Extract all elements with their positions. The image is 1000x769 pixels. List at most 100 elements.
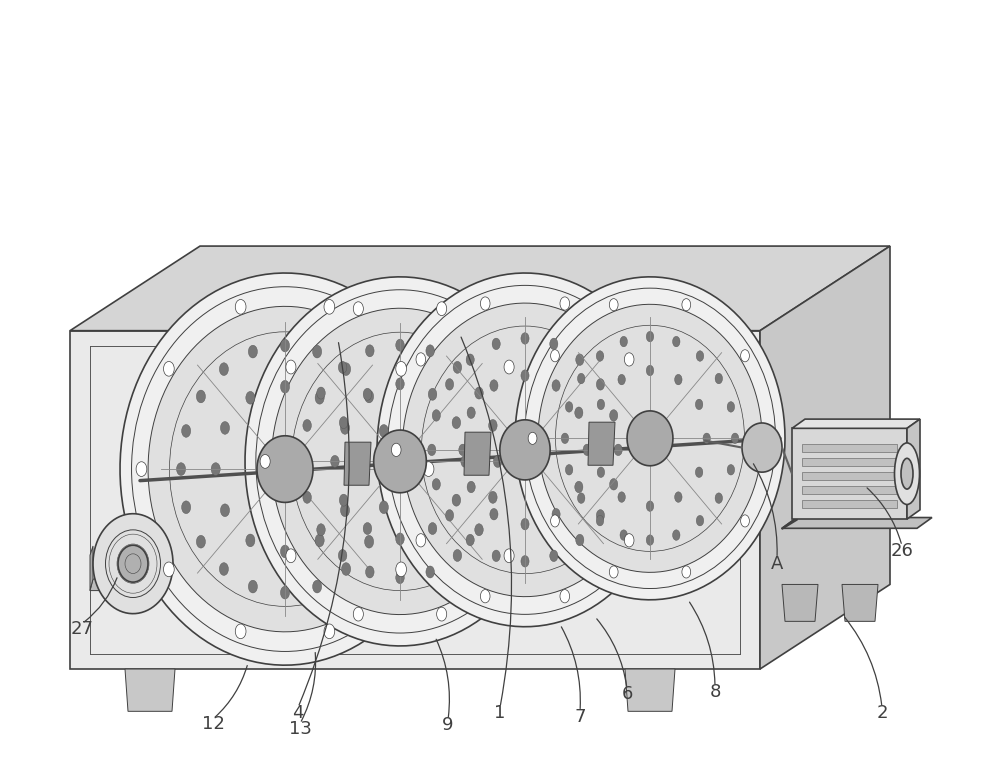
Ellipse shape (489, 491, 497, 504)
Ellipse shape (219, 563, 228, 575)
Text: 8: 8 (709, 683, 721, 701)
Ellipse shape (182, 424, 191, 438)
Ellipse shape (248, 345, 257, 358)
Ellipse shape (118, 545, 148, 582)
Ellipse shape (550, 550, 558, 561)
Polygon shape (70, 246, 890, 331)
Ellipse shape (703, 433, 710, 444)
Polygon shape (627, 411, 673, 466)
Ellipse shape (576, 354, 584, 365)
Ellipse shape (467, 481, 475, 493)
Ellipse shape (565, 401, 573, 412)
Ellipse shape (445, 378, 454, 390)
Ellipse shape (576, 534, 584, 546)
Polygon shape (148, 306, 422, 632)
Ellipse shape (575, 481, 583, 493)
Ellipse shape (561, 433, 569, 444)
Ellipse shape (211, 463, 220, 475)
Ellipse shape (235, 299, 246, 315)
Ellipse shape (317, 524, 325, 536)
Text: 9: 9 (442, 716, 454, 734)
Ellipse shape (596, 378, 605, 390)
Ellipse shape (521, 555, 529, 567)
Ellipse shape (715, 493, 723, 504)
Ellipse shape (682, 566, 691, 578)
Ellipse shape (475, 524, 483, 536)
Ellipse shape (379, 501, 388, 514)
Polygon shape (782, 518, 797, 529)
Ellipse shape (426, 566, 434, 578)
Ellipse shape (338, 550, 347, 561)
Polygon shape (802, 444, 897, 452)
Polygon shape (125, 669, 175, 711)
Polygon shape (792, 428, 907, 519)
Ellipse shape (353, 608, 363, 621)
Ellipse shape (461, 455, 469, 468)
Polygon shape (93, 514, 173, 614)
Ellipse shape (340, 421, 350, 434)
Ellipse shape (280, 586, 290, 599)
Ellipse shape (363, 522, 372, 534)
Ellipse shape (741, 515, 749, 527)
Ellipse shape (280, 545, 290, 558)
Ellipse shape (596, 510, 605, 521)
Ellipse shape (646, 331, 654, 342)
Ellipse shape (575, 407, 583, 418)
Ellipse shape (675, 492, 682, 502)
Ellipse shape (280, 339, 290, 352)
Polygon shape (802, 500, 897, 508)
Polygon shape (538, 305, 762, 572)
Ellipse shape (560, 590, 570, 603)
Ellipse shape (246, 391, 255, 404)
Ellipse shape (620, 336, 627, 347)
Text: 4: 4 (292, 704, 304, 722)
Ellipse shape (490, 380, 498, 391)
Polygon shape (742, 423, 782, 472)
Ellipse shape (396, 571, 404, 584)
Ellipse shape (416, 353, 426, 366)
Ellipse shape (260, 454, 270, 468)
Ellipse shape (490, 508, 498, 520)
Ellipse shape (695, 399, 703, 410)
Ellipse shape (365, 535, 374, 548)
Ellipse shape (286, 360, 296, 374)
Ellipse shape (164, 361, 174, 376)
Ellipse shape (682, 298, 691, 311)
Ellipse shape (340, 504, 350, 517)
Ellipse shape (504, 360, 514, 374)
Ellipse shape (196, 535, 205, 548)
Ellipse shape (467, 407, 475, 418)
Polygon shape (90, 546, 93, 591)
Ellipse shape (552, 508, 560, 520)
Ellipse shape (339, 494, 348, 506)
Polygon shape (245, 277, 555, 646)
Ellipse shape (895, 443, 920, 504)
Ellipse shape (363, 388, 372, 401)
Ellipse shape (396, 533, 404, 545)
Ellipse shape (696, 515, 704, 526)
Polygon shape (625, 669, 675, 711)
Ellipse shape (731, 433, 739, 444)
Ellipse shape (324, 299, 335, 315)
Ellipse shape (618, 375, 625, 384)
Ellipse shape (248, 580, 257, 593)
Ellipse shape (324, 624, 335, 639)
Ellipse shape (303, 419, 311, 431)
Ellipse shape (396, 339, 404, 351)
Ellipse shape (331, 455, 339, 468)
Text: 12: 12 (202, 715, 224, 734)
Ellipse shape (577, 373, 585, 384)
Ellipse shape (550, 338, 558, 350)
Ellipse shape (489, 419, 497, 431)
Ellipse shape (396, 378, 404, 390)
Ellipse shape (480, 297, 490, 310)
Ellipse shape (577, 493, 585, 504)
Ellipse shape (560, 297, 570, 310)
Text: 26: 26 (891, 542, 913, 561)
Ellipse shape (565, 464, 573, 475)
Text: 27: 27 (70, 620, 94, 638)
Polygon shape (70, 331, 760, 669)
Ellipse shape (338, 361, 347, 373)
Polygon shape (842, 584, 878, 621)
Polygon shape (257, 436, 313, 502)
